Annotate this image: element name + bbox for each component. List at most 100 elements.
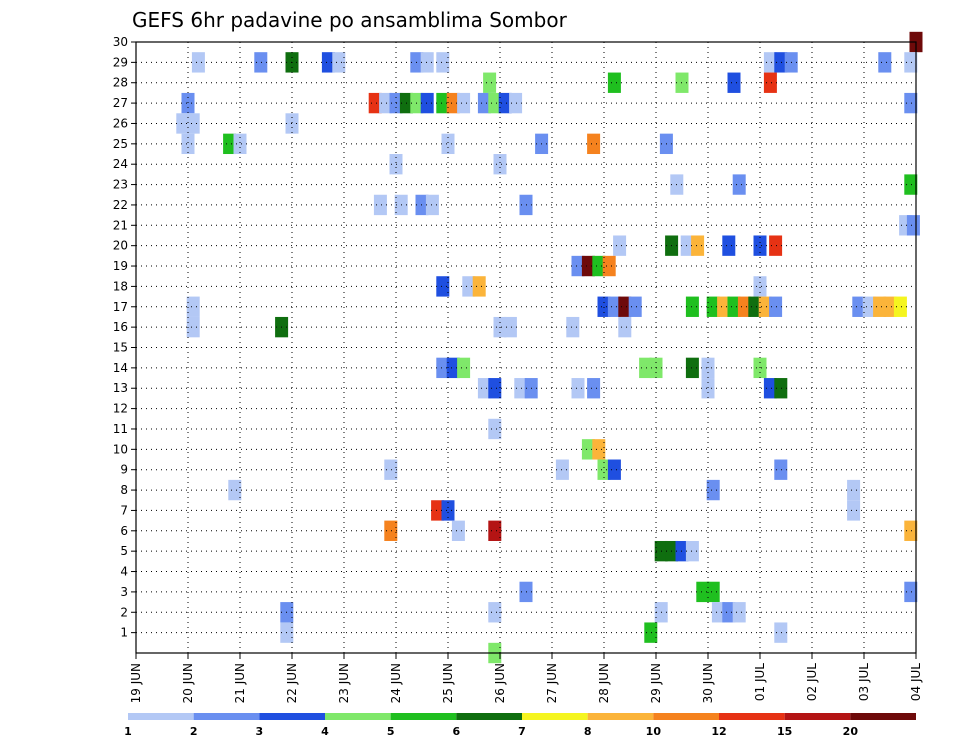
cell-69 [462, 276, 476, 297]
cell-35 [176, 113, 190, 134]
cell-31 [488, 92, 502, 114]
x-tick-label-12: 01 JUL [753, 663, 767, 701]
y-tick-label-26: 26 [113, 116, 128, 130]
cell-84 [769, 296, 783, 317]
cell-146 [644, 622, 658, 643]
y-tick-label-21: 21 [113, 218, 128, 232]
x-tick-label-0: 19 JUN [129, 663, 143, 703]
cell-101 [685, 357, 699, 379]
x-tick-label-2: 21 JUN [233, 663, 247, 703]
cell-112 [774, 378, 788, 399]
cell-86 [862, 296, 876, 317]
colorbar-swatch-2 [259, 713, 325, 720]
colorbar-swatch-7 [587, 713, 654, 720]
cell-21 [368, 92, 382, 114]
colorbar: 1 2 3 4 5 6 7 8 10 12 15 20 [124, 713, 916, 738]
cell-15 [483, 72, 497, 93]
cell-61 [722, 235, 736, 256]
cell-116 [384, 459, 398, 480]
cell-111 [763, 378, 777, 399]
y-tick-label-1: 1 [120, 626, 128, 640]
y-tick-label-20: 20 [113, 239, 128, 253]
colorbar-label-8: 8 [584, 725, 592, 738]
cell-10 [763, 52, 777, 73]
cell-127 [384, 520, 398, 541]
cell-96 [436, 357, 450, 379]
cell-122 [706, 479, 720, 501]
cell-38 [181, 133, 195, 155]
cell-11 [774, 52, 788, 73]
cell-128 [451, 520, 465, 541]
x-tick-label-4: 23 JUN [337, 663, 351, 703]
colorbar-swatch-5 [456, 713, 522, 720]
colorbar-label-20: 20 [843, 725, 859, 738]
y-tick-label-7: 7 [120, 503, 128, 517]
colorbar-swatch-3 [325, 713, 391, 720]
y-tick-label-25: 25 [113, 137, 128, 151]
y-tick-label-9: 9 [120, 463, 128, 477]
y-tick-label-5: 5 [120, 544, 128, 558]
x-tick-label-6: 25 JUN [441, 663, 455, 703]
cell-95 [618, 316, 632, 338]
x-tick-label-15: 04 JUL [909, 663, 923, 701]
cell-136 [696, 581, 710, 603]
cell-13 [878, 52, 892, 73]
y-tick-label-12: 12 [113, 402, 128, 416]
cell-6 [332, 52, 346, 73]
colorbar-label-15: 15 [777, 725, 792, 738]
y-tick-label-6: 6 [120, 524, 128, 538]
colorbar-label-5: 5 [387, 725, 395, 738]
cell-62 [753, 235, 767, 256]
y-tick-labels: 1234567891011121314151617181920212223242… [113, 35, 128, 640]
cell-134 [685, 540, 699, 562]
y-tick-label-4: 4 [120, 565, 128, 579]
cell-64 [571, 255, 585, 277]
cell-28 [446, 92, 460, 114]
cell-39 [223, 133, 237, 155]
y-tick-label-15: 15 [113, 341, 128, 355]
x-tick-label-11: 30 JUN [701, 663, 715, 703]
cell-80 [727, 296, 741, 317]
x-tick-labels: 19 JUN 20 JUN 21 JUN 22 JUN 23 JUN 24 JUN 25 J… [129, 663, 923, 704]
cell-137 [706, 581, 720, 603]
cell-117 [555, 459, 569, 480]
x-tick-label-1: 20 JUN [181, 663, 195, 703]
cell-18 [727, 72, 741, 93]
cell-104 [477, 378, 491, 399]
axes [131, 41, 917, 659]
cell-3 [254, 52, 268, 73]
cell-83 [758, 296, 772, 317]
y-tick-label-13: 13 [113, 381, 128, 395]
colorbar-swatch-11 [850, 713, 916, 720]
cell-109 [587, 378, 601, 399]
cell-53 [425, 194, 439, 216]
y-tick-label-18: 18 [113, 279, 128, 293]
cell-33 [509, 92, 523, 114]
cell-142 [711, 602, 725, 623]
cell-40 [233, 133, 247, 155]
cell-123 [847, 479, 861, 501]
y-tick-label-19: 19 [113, 259, 128, 273]
cell-36 [186, 113, 200, 134]
colorbar-swatch-1 [193, 713, 260, 720]
cell-113 [488, 418, 502, 440]
cell-121 [228, 479, 242, 501]
colorbar-swatch-6 [522, 713, 588, 720]
colorbar-swatch-10 [784, 713, 851, 720]
y-tick-label-17: 17 [113, 300, 128, 314]
cell-46 [493, 154, 507, 175]
colorbar-label-2: 2 [190, 725, 198, 738]
cell-78 [706, 296, 720, 317]
cell-27 [436, 92, 450, 114]
y-tick-label-3: 3 [120, 585, 128, 599]
cell-68 [436, 276, 450, 297]
cell-77 [685, 296, 699, 317]
x-tick-label-7: 26 JUN [493, 663, 507, 703]
colorbar-swatch-0 [128, 713, 194, 720]
cell-65 [581, 255, 595, 277]
cell-106 [514, 378, 528, 399]
cell-138 [904, 581, 918, 603]
cell-60 [691, 235, 705, 256]
cell-93 [503, 316, 517, 338]
